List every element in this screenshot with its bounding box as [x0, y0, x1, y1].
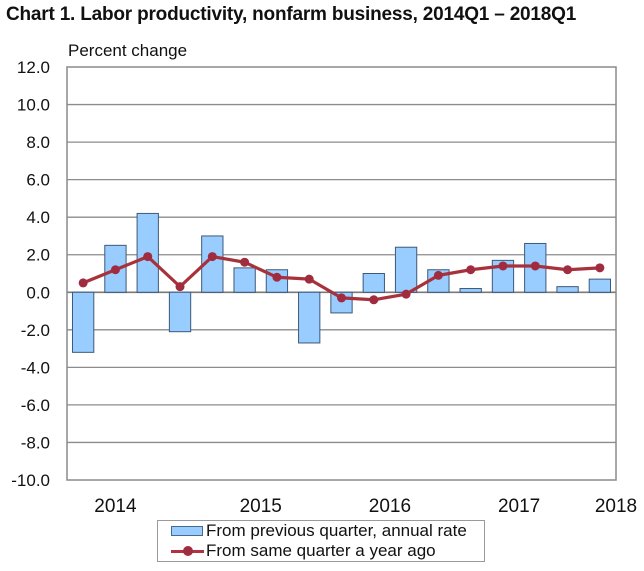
y-tick-label: -10.0 — [11, 471, 50, 490]
bar — [233, 267, 256, 293]
bar — [556, 286, 579, 293]
legend: From previous quarter, annual rate From … — [157, 520, 485, 562]
line-point — [175, 282, 185, 292]
bar — [394, 246, 418, 293]
y-tick-label: -2.0 — [21, 321, 50, 340]
bar — [459, 288, 482, 293]
bar — [588, 278, 612, 293]
line-point — [272, 272, 282, 282]
line-point — [110, 265, 120, 275]
bar-series — [71, 212, 612, 353]
x-tick-labels: 2014 2015 2016 2017 2018 — [94, 496, 637, 517]
y-tick-labels: 12.0 10.0 8.0 6.0 4.0 2.0 0.0 -2.0 -4.0 -6.0 -8.0 -… — [11, 58, 50, 490]
line-point — [401, 289, 411, 299]
line-point — [530, 261, 540, 271]
legend-marker — [183, 546, 193, 556]
gridlines — [67, 103, 616, 444]
y-tick-label: -6.0 — [21, 396, 50, 415]
line-point — [337, 293, 346, 303]
line-point — [240, 257, 250, 267]
line-point — [498, 261, 508, 271]
y-tick-label: 6.0 — [26, 171, 50, 190]
x-tick-label: 2018 — [595, 496, 637, 517]
x-tick-label: 2015 — [240, 496, 282, 517]
x-tick-label: 2017 — [498, 496, 540, 517]
bar — [201, 235, 224, 293]
line-point — [466, 265, 476, 275]
x-tick-label: 2016 — [369, 496, 411, 517]
line-series — [78, 252, 605, 305]
y-tick-label: 2.0 — [26, 246, 50, 265]
y-axis-label: Percent change — [68, 41, 187, 60]
x-tick-label: 2014 — [94, 496, 137, 517]
bar — [168, 291, 192, 333]
legend-label: From same quarter a year ago — [206, 541, 436, 560]
line-point — [595, 263, 605, 273]
chart-title: Chart 1. Labor productivity, nonfarm bus… — [6, 4, 577, 25]
line-point — [433, 270, 443, 280]
y-tick-label: 8.0 — [26, 133, 50, 152]
y-tick-label: -8.0 — [21, 433, 50, 452]
legend-label: From previous quarter, annual rate — [206, 521, 467, 540]
legend-bar-swatch — [171, 526, 203, 536]
y-tick-label: 0.0 — [26, 283, 50, 302]
bar — [298, 291, 321, 344]
bar — [71, 291, 95, 353]
line-point — [304, 274, 314, 284]
y-tick-label: 12.0 — [17, 58, 50, 77]
y-tick-label: 10.0 — [17, 96, 50, 115]
y-tick-label: 4.0 — [26, 208, 50, 227]
line-point — [207, 252, 217, 262]
line-point — [369, 295, 379, 305]
bar — [491, 259, 515, 293]
line-point — [143, 252, 153, 262]
y-tick-label: -4.0 — [21, 358, 50, 377]
plot-frame — [66, 66, 617, 481]
bar — [362, 273, 385, 293]
line-point — [563, 265, 573, 275]
line-point — [78, 278, 88, 288]
